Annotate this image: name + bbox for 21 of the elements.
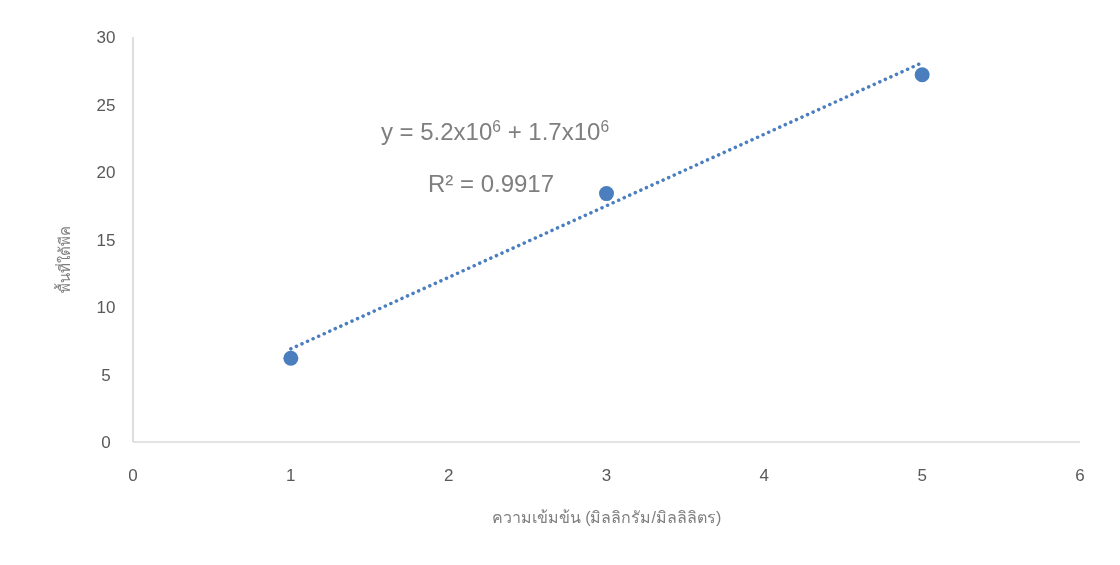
point xyxy=(283,350,299,366)
x-tick-label: 5 xyxy=(917,466,927,485)
x-tick-label: 4 xyxy=(759,466,770,485)
y-tick-label: 0 xyxy=(101,433,111,452)
y-tick-label: 25 xyxy=(96,95,116,115)
y-axis-title: พื้นที่ใต้พีค xyxy=(54,226,73,293)
x-tick-label: 1 xyxy=(286,466,296,485)
y-tick-label: 10 xyxy=(96,298,116,317)
annotation: y = 5.2x10$^{6}$ + 1.7x10$^{6}$ xyxy=(380,117,610,145)
x-tick-label: 2 xyxy=(443,466,454,485)
y-tick-label: 15 xyxy=(96,230,116,250)
x-tick-label: 3 xyxy=(601,466,612,485)
x-tick-label: 0 xyxy=(128,466,138,485)
y-tick-label: 5 xyxy=(101,365,111,385)
x-tick-label: 6 xyxy=(1075,466,1085,485)
annotation: R² = 0.9917 xyxy=(427,170,555,197)
point xyxy=(914,67,930,83)
x-axis-title: ความเข้มข้น (มิลลิกรัม/มิลลิลิตร) xyxy=(491,509,722,526)
y-tick-label: 20 xyxy=(96,163,116,182)
point xyxy=(599,186,614,202)
y-tick-label: 30 xyxy=(96,28,116,47)
